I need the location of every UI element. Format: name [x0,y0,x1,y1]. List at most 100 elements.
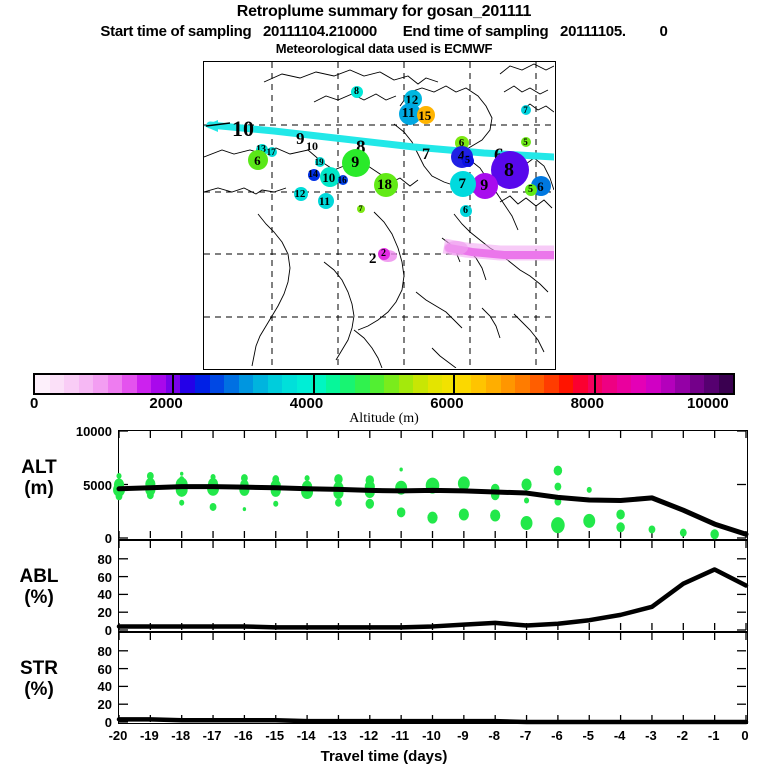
altitude-spread-marker [554,482,562,491]
colorbar-cell [602,375,617,393]
plume-marker[interactable] [342,149,370,177]
plume-marker[interactable] [351,86,363,98]
colorbar-cell [427,375,443,393]
plume-marker[interactable] [374,173,398,197]
plume-marker[interactable] [308,169,320,181]
altitude-spread-marker [115,492,123,501]
altitude-spread-marker [490,509,501,522]
colorbar-cell [544,375,559,393]
altitude-spread-marker [365,498,375,509]
plume-marker-label: 2 [381,248,386,259]
plume-marker-label: 6 [458,136,465,149]
colorbar-cell [107,375,123,393]
x-tick-label: -14 [296,728,316,743]
alt-plot-area[interactable] [113,430,749,540]
colorbar-axis-title: Altitude (m) [349,411,419,426]
altitude-spread-marker [273,500,279,507]
map-age-label: 9 [296,129,305,148]
str-label-line2: (%) [24,679,54,700]
x-tick-label: -8 [488,728,500,743]
plume-marker[interactable] [450,171,476,197]
plume-marker-label: 9 [351,154,360,171]
altitude-spread-marker [396,507,406,518]
altitude-spread-marker [583,513,596,528]
altitude-colorbar[interactable] [33,373,735,395]
colorbar-cell [93,375,108,393]
abl-ytick-label: 80 [97,551,112,567]
abl-ytick-label: 60 [97,569,112,585]
plume-marker-label: 4 [457,149,465,164]
colorbar-separator [172,373,175,395]
abl-ytick-label: 40 [97,587,112,603]
str-ytick-label: 20 [97,697,112,713]
plume-marker-label: 16 [337,174,347,185]
colorbar-cell [500,375,516,393]
graticule-lines [204,62,554,368]
colorbar-cell [136,375,152,393]
plume-marker[interactable] [472,173,498,199]
altitude-spread-marker [553,465,563,476]
x-tick-label: -15 [265,728,285,743]
start-time-label: Start time of sampling [100,23,252,40]
plume-marker[interactable] [320,167,340,187]
x-tick-label: -10 [422,728,441,743]
plume-marker[interactable] [248,150,268,170]
alt-ytick-label: 5000 [83,477,112,493]
plume-marker-label: 19 [314,156,324,167]
x-tick-label: -1 [707,728,720,743]
plume-marker-label: 6 [537,178,544,194]
x-tick-label: -7 [519,728,532,743]
abl-plot-area[interactable] [116,540,749,632]
abl-ytick-label: 0 [104,623,112,638]
plume-marker[interactable] [525,184,537,196]
altitude-spread-marker [146,491,154,500]
plume-marker[interactable] [338,175,348,185]
plume-marker[interactable] [267,147,277,157]
alt-ytick-label: 0 [104,531,112,546]
plume-marker[interactable] [315,157,325,167]
altitude-spread-marker [399,467,403,472]
start-time-value: 20111104.210000 [262,23,377,40]
x-tick-label: -2 [676,728,689,743]
plume-marker[interactable] [318,193,334,209]
colorbar-cell [616,375,632,393]
colorbar-separator [453,373,456,395]
plume-marker-label: 11 [318,194,331,208]
altitude-spread-marker [146,471,154,480]
colorbar-cell [224,375,239,393]
alt-ytick-label: 10000 [75,424,112,439]
plume-marker[interactable] [378,248,390,260]
plume-marker[interactable] [294,187,308,201]
plume-marker[interactable] [417,106,435,124]
colorbar-cell [311,375,326,393]
plume-marker[interactable] [357,205,365,213]
abl-plot-graphics [116,541,749,631]
plume-marker-label: 6 [254,152,261,168]
sampling-time-line: Start time of sampling 20111104.210000 E… [0,22,768,41]
plume-marker-label: 7 [458,175,467,192]
plume-marker[interactable] [521,105,531,115]
colorbar-cell [49,375,65,393]
retroplume-map[interactable]: 1091087628121115751317619141016912111876… [203,61,556,370]
colorbar-cell [398,375,414,393]
plume-marker[interactable] [399,103,421,125]
mean-altitude-line [116,484,749,537]
plume-marker-label: 5 [528,184,533,195]
alt-row-label: ALT (m) [8,457,70,499]
abl-fraction-line [116,567,749,630]
altitude-spread-marker [116,472,122,479]
str-plot-area[interactable] [116,632,749,725]
colorbar-cell [675,375,690,393]
colorbar-cell [253,375,268,393]
plume-marker[interactable] [521,137,531,147]
plume-marker-label: 12 [294,187,306,200]
plume-marker[interactable] [462,155,474,167]
plume-marker[interactable] [460,205,472,217]
str-ytick-label: 80 [97,643,112,659]
colorbar-cell [238,375,254,393]
x-tick-label: -3 [645,728,657,743]
colorbar-cell [413,375,428,393]
plume-marker-label: 13 [256,145,266,155]
alt-label-line1: ALT [21,457,57,478]
colorbar-cell [558,375,574,393]
